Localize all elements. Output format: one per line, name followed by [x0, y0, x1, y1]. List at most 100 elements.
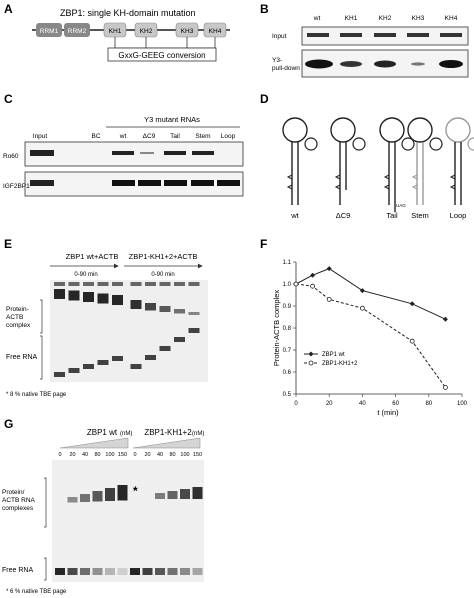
g-band-complex-kh	[192, 487, 203, 499]
g-conc-label-wt: 40	[82, 452, 88, 458]
x-tick-label: 40	[359, 401, 366, 407]
g-complex-label-1: Protein/	[2, 489, 25, 496]
data-point-wt	[310, 272, 316, 278]
g-band-free-kh	[155, 568, 165, 575]
stemloop-side-loop-loop	[467, 137, 474, 151]
stemloop-bulge-stem	[411, 174, 418, 190]
panel-letter-e: E	[4, 237, 12, 251]
band-pd-wt	[305, 59, 333, 69]
x-axis-label: t (min)	[377, 408, 399, 417]
data-point-wt	[409, 301, 415, 307]
band-input-kh4	[440, 33, 462, 37]
band-igf-wt	[112, 180, 135, 186]
data-point-kh12	[409, 338, 415, 344]
panel-a-title: ZBP1: single KH-domain mutation	[60, 8, 196, 18]
e-band-well	[97, 282, 109, 286]
e-complex-label-2: ACTB	[6, 314, 23, 321]
y-tick-label: 0.8	[283, 326, 292, 332]
g-complex-label-3: complexes	[2, 505, 34, 512]
rna-label-loop: Loop	[450, 211, 467, 220]
band-pd-kh2	[374, 60, 396, 68]
g-band-free-kh	[192, 568, 203, 575]
e-group1-label: ZBP1 wt+ACTB	[66, 252, 119, 261]
row-label-igf2bp1: IGF2BP1	[3, 183, 30, 190]
lane-label-kh4: KH4	[445, 15, 458, 22]
data-point-kh12	[326, 296, 332, 302]
g-footnote: * 6 % native TBE page	[6, 589, 67, 595]
line-chart: 0.5 0.6 0.7 0.8 0.9 1.0 1.1 0 20 40 60 80 100 ZBP1 wt…	[283, 260, 468, 407]
e-band-complex	[83, 292, 94, 302]
row-label-pd-1: Y3-	[272, 57, 282, 64]
g-conc-label-wt: 0	[58, 452, 61, 458]
g-band-complex-wt	[117, 485, 128, 501]
g-conc-label-wt: 100	[105, 452, 114, 458]
band-input-wt	[307, 33, 329, 37]
e-band-free	[68, 368, 80, 373]
stemloop-side-loop-tail	[401, 137, 415, 151]
band-igf-dc9	[138, 180, 161, 186]
band-igf-loop	[217, 180, 240, 186]
data-point-wt	[359, 288, 365, 294]
lane-c-input: Input	[33, 133, 48, 140]
data-point-wt	[326, 266, 332, 272]
g-band-complex-kh	[155, 493, 165, 499]
g-band-free-wt	[92, 568, 103, 575]
e-band-well	[83, 282, 94, 286]
rna-label-tail: Tail	[386, 211, 398, 220]
domain-rrm1	[36, 23, 62, 37]
domain-rrm2	[64, 23, 90, 37]
band-ro60-dc9	[140, 152, 154, 154]
e-band-free	[145, 355, 156, 360]
stemloop-bulge-wt	[286, 174, 293, 190]
data-point-wt	[442, 316, 448, 322]
e-band-well	[174, 282, 185, 286]
panel-letter-g: G	[4, 417, 13, 431]
e-complex-label-3: complex	[6, 322, 31, 329]
band-igf-stem	[191, 180, 214, 186]
band-ro60-wt	[112, 151, 134, 155]
tail-sequence: UAG	[396, 203, 406, 208]
g-unit-2: (nM)	[192, 431, 204, 437]
x-tick-label: 60	[392, 401, 399, 407]
g-conc-label-wt: 150	[118, 452, 127, 458]
e-bracket-complex	[40, 299, 43, 334]
stemloop-loop-dc9	[330, 117, 356, 143]
lane-c-wt: wt	[119, 133, 127, 140]
rna-label-dc9: ΔC9	[336, 211, 351, 220]
g-band-free-wt	[80, 568, 90, 575]
g-band-complex-wt	[67, 497, 78, 503]
legend-marker-wt	[308, 351, 314, 357]
e-range-2: 0-90 min	[151, 272, 174, 278]
band-input-kh2	[374, 33, 396, 37]
domain-kh4-label: KH4	[209, 28, 222, 35]
g-bracket-free	[44, 557, 47, 581]
lane-c-loop: Loop	[221, 133, 236, 140]
stemloop-loop-stem	[407, 117, 433, 143]
g-bracket-complex	[44, 477, 47, 528]
e-band-free	[112, 356, 123, 361]
e-band-well	[112, 282, 123, 286]
g-band-complex-wt	[105, 488, 115, 501]
data-point-kh12	[293, 281, 299, 287]
g-star: *	[133, 484, 138, 498]
x-tick-label: 80	[425, 401, 432, 407]
g-conc-label-kh: 20	[144, 452, 150, 458]
e-band-free	[174, 337, 185, 342]
e-free-rna-label: Free RNA	[6, 354, 37, 361]
band-pd-kh1	[340, 61, 362, 67]
e-band-complex	[145, 303, 156, 311]
y-tick-label: 1.0	[283, 282, 292, 288]
stemloop-bulge-loop	[449, 174, 456, 190]
legend-marker-kh12	[308, 360, 314, 366]
g-band-free-wt	[105, 568, 115, 575]
e-band-free	[188, 328, 200, 333]
y-tick-label: 0.6	[283, 370, 292, 376]
e-band-well	[145, 282, 156, 286]
row-label-pd-2: pull-down	[272, 65, 300, 72]
e-bracket-free	[40, 335, 43, 380]
e-band-complex	[97, 293, 109, 304]
series-line-wt	[295, 268, 446, 320]
stemloop-side-loop-wt	[304, 137, 318, 151]
panel-c: C Y3 mutant RNAs Input BC wt ΔC9 Tail St…	[3, 92, 244, 197]
lane-label-wt: wt	[313, 15, 321, 22]
